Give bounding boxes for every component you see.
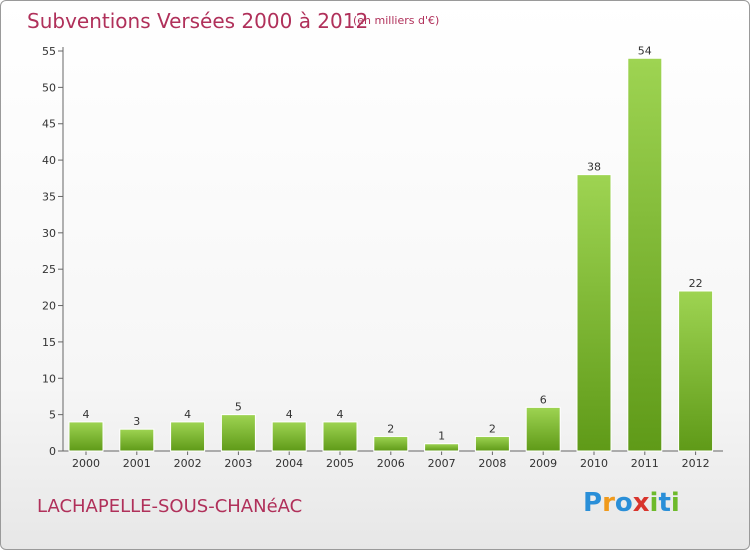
x-tick-label-2001: 2001 bbox=[123, 457, 151, 470]
value-label-2002: 4 bbox=[184, 408, 191, 421]
value-label-2006: 2 bbox=[387, 422, 394, 435]
x-tick-label-2008: 2008 bbox=[478, 457, 506, 470]
bar-2003 bbox=[220, 414, 256, 452]
value-label-2000: 4 bbox=[83, 408, 90, 421]
y-tick-label: 30 bbox=[42, 227, 56, 240]
bar-2002 bbox=[170, 421, 206, 452]
commune-name: LACHAPELLE-SOUS-CHANéAC bbox=[37, 496, 303, 517]
logo-letter: t bbox=[658, 488, 671, 518]
value-label-2012: 22 bbox=[689, 277, 703, 290]
x-tick-label-2004: 2004 bbox=[275, 457, 303, 470]
y-tick-label: 45 bbox=[42, 118, 56, 131]
y-tick-label: 20 bbox=[42, 300, 56, 313]
x-tick-label-2005: 2005 bbox=[326, 457, 354, 470]
bar-2012 bbox=[678, 290, 714, 452]
y-tick-label: 50 bbox=[42, 81, 56, 94]
bar-2009 bbox=[525, 406, 561, 452]
logo-letter: x bbox=[632, 488, 650, 518]
y-tick-label: 5 bbox=[49, 409, 56, 422]
bar-2001 bbox=[119, 428, 155, 452]
x-tick-label-2000: 2000 bbox=[72, 457, 100, 470]
chart-subtitle: (en milliers d'€) bbox=[353, 14, 440, 27]
x-tick-label-2006: 2006 bbox=[377, 457, 405, 470]
y-tick-label: 55 bbox=[42, 45, 56, 58]
bar-2007 bbox=[424, 443, 460, 452]
value-label-2009: 6 bbox=[540, 393, 547, 406]
value-label-2001: 3 bbox=[133, 415, 140, 428]
value-label-2005: 4 bbox=[337, 408, 344, 421]
logo-letter: r bbox=[602, 488, 615, 518]
bar-2011 bbox=[627, 57, 663, 452]
value-label-2008: 2 bbox=[489, 422, 496, 435]
x-tick-label-2007: 2007 bbox=[428, 457, 456, 470]
bar-2010 bbox=[576, 174, 612, 452]
proxiti-logo: Proxiti bbox=[583, 488, 680, 518]
value-label-2010: 38 bbox=[587, 161, 601, 174]
y-tick-label: 0 bbox=[49, 445, 56, 458]
y-tick-label: 15 bbox=[42, 336, 56, 349]
value-label-2011: 54 bbox=[638, 44, 652, 57]
chart-title: Subventions Versées 2000 à 2012 bbox=[27, 9, 369, 33]
bar-2008 bbox=[474, 435, 510, 452]
bar-2000 bbox=[68, 421, 104, 452]
logo-letter: i bbox=[649, 488, 659, 518]
value-label-2003: 5 bbox=[235, 401, 242, 414]
x-tick-label-2011: 2011 bbox=[631, 457, 659, 470]
x-tick-label-2010: 2010 bbox=[580, 457, 608, 470]
x-tick-label-2002: 2002 bbox=[174, 457, 202, 470]
value-label-2004: 4 bbox=[286, 408, 293, 421]
y-tick-label: 40 bbox=[42, 154, 56, 167]
x-tick-label-2009: 2009 bbox=[529, 457, 557, 470]
logo-letter: i bbox=[670, 488, 680, 518]
logo-letter: o bbox=[614, 488, 633, 518]
bar-2006 bbox=[373, 435, 409, 452]
bar-2005 bbox=[322, 421, 358, 452]
value-label-2007: 1 bbox=[438, 430, 445, 443]
logo-letter: P bbox=[583, 488, 603, 518]
y-tick-label: 25 bbox=[42, 263, 56, 276]
x-tick-label-2012: 2012 bbox=[682, 457, 710, 470]
y-tick-label: 35 bbox=[42, 190, 56, 203]
bar-2004 bbox=[271, 421, 307, 452]
y-tick-label: 10 bbox=[42, 372, 56, 385]
x-tick-label-2003: 2003 bbox=[224, 457, 252, 470]
